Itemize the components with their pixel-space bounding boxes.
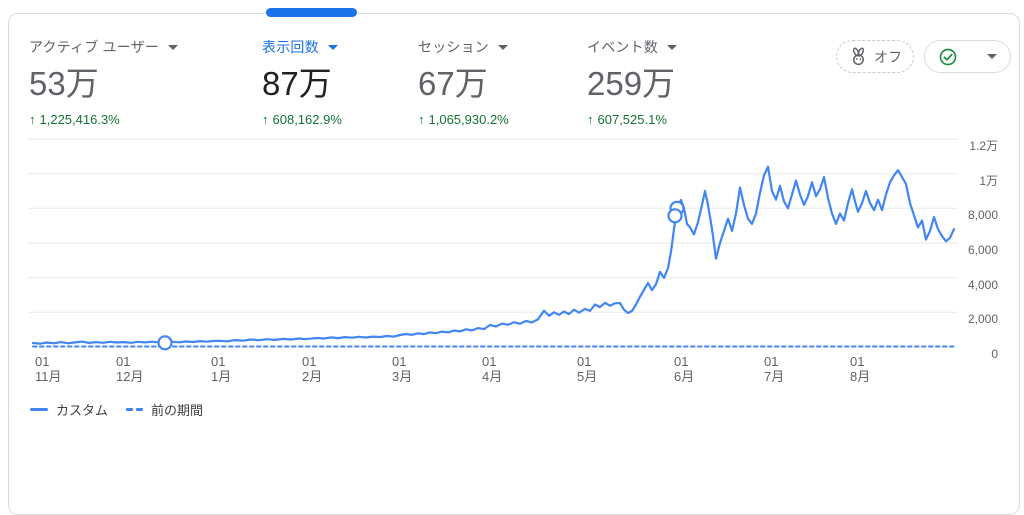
- chevron-down-icon[interactable]: [327, 44, 338, 50]
- y-axis-label: 1万: [979, 174, 998, 188]
- x-axis-label: 01 3月: [392, 354, 413, 384]
- metric-label: イベント数: [587, 39, 658, 55]
- y-axis-label: 8,000: [967, 208, 998, 222]
- x-axis-label: 01 4月: [482, 354, 503, 384]
- x-axis-label: 01 2月: [302, 354, 323, 384]
- rabbit-speed-icon: [852, 47, 865, 66]
- metric-delta: ↑ 607,525.1%: [587, 112, 667, 127]
- chevron-down-icon[interactable]: [667, 44, 677, 50]
- selected-metric-indicator: [266, 8, 357, 17]
- solid-line-swatch: [30, 408, 48, 411]
- check-circle-icon: [939, 48, 957, 65]
- y-axis-label: 0: [991, 347, 998, 361]
- chevron-down-icon[interactable]: [168, 44, 179, 50]
- y-axis-label: 2,000: [967, 312, 998, 326]
- metric-label: セッション: [418, 39, 489, 55]
- dashed-line-swatch: [126, 408, 144, 411]
- metric-delta: ↑ 1,065,930.2%: [418, 112, 509, 127]
- x-axis-label: 01 5月: [577, 354, 598, 384]
- x-axis-label: 01 11月: [35, 354, 62, 384]
- analytics-overview-card: [8, 13, 1020, 515]
- x-axis-label: 01 6月: [674, 354, 695, 384]
- metric-value: 259万: [587, 65, 676, 102]
- metric-views[interactable]: 表示回数 87万 ↑ 608,162.9%: [262, 38, 342, 128]
- y-axis-label: 4,000: [967, 278, 998, 292]
- metric-sessions[interactable]: セッション 67万 ↑ 1,065,930.2%: [418, 38, 509, 128]
- data-quality-button[interactable]: [924, 40, 1011, 73]
- line-chart[interactable]: [28, 135, 960, 363]
- sampling-state-label: オフ: [874, 48, 902, 65]
- metric-delta: ↑ 1,225,416.3%: [29, 112, 120, 127]
- y-axis-label: 1.2万: [969, 139, 998, 153]
- metric-label: 表示回数: [262, 39, 319, 55]
- up-arrow-icon: ↑: [418, 112, 425, 127]
- x-axis-label: 01 1月: [211, 354, 232, 384]
- metric-events[interactable]: イベント数 259万 ↑ 607,525.1%: [587, 38, 677, 128]
- up-arrow-icon: ↑: [29, 112, 36, 127]
- chevron-down-icon[interactable]: [987, 54, 997, 59]
- chevron-down-icon[interactable]: [498, 44, 508, 50]
- y-axis-label: 6,000: [967, 243, 998, 257]
- x-axis-label: 01 7月: [764, 354, 785, 384]
- up-arrow-icon: ↑: [587, 112, 594, 127]
- legend-item-previous-period: 前の期間: [126, 400, 203, 419]
- chart-canvas[interactable]: [28, 135, 960, 363]
- metric-active-users[interactable]: アクティブ ユーザー 53万 ↑ 1,225,416.3%: [29, 38, 179, 128]
- metric-value: 53万: [29, 65, 99, 102]
- metric-value: 87万: [262, 65, 332, 102]
- metric-label: アクティブ ユーザー: [29, 39, 160, 55]
- metric-value: 67万: [418, 65, 488, 102]
- up-arrow-icon: ↑: [262, 112, 269, 127]
- sampling-toggle-button[interactable]: オフ: [836, 40, 914, 73]
- x-axis-label: 01 8月: [850, 354, 871, 384]
- y-axis: 1.2万 1万 8,000 6,000 4,000 2,000 0: [960, 0, 1010, 370]
- chart-legend: カスタム 前の期間: [30, 400, 203, 419]
- metric-delta: ↑ 608,162.9%: [262, 112, 342, 127]
- x-axis-label: 01 12月: [116, 354, 144, 384]
- legend-item-custom: カスタム: [30, 400, 108, 419]
